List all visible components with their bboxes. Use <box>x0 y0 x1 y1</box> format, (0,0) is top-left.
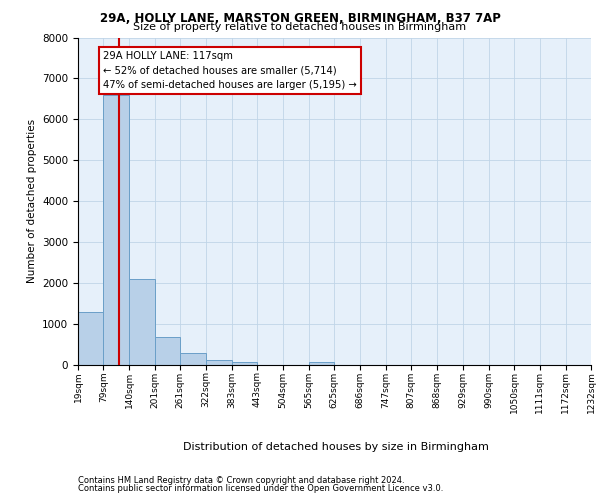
Y-axis label: Number of detached properties: Number of detached properties <box>26 119 37 284</box>
Bar <box>181 352 206 365</box>
Bar <box>155 337 181 365</box>
Text: 29A, HOLLY LANE, MARSTON GREEN, BIRMINGHAM, B37 7AP: 29A, HOLLY LANE, MARSTON GREEN, BIRMINGH… <box>100 12 500 26</box>
Bar <box>103 95 129 365</box>
Bar <box>232 362 257 365</box>
Bar <box>78 312 103 365</box>
Text: 29A HOLLY LANE: 117sqm
← 52% of detached houses are smaller (5,714)
47% of semi-: 29A HOLLY LANE: 117sqm ← 52% of detached… <box>103 50 357 90</box>
Text: Contains HM Land Registry data © Crown copyright and database right 2024.: Contains HM Land Registry data © Crown c… <box>78 476 404 485</box>
Bar <box>129 279 155 365</box>
Text: Size of property relative to detached houses in Birmingham: Size of property relative to detached ho… <box>133 22 467 32</box>
Text: Contains public sector information licensed under the Open Government Licence v3: Contains public sector information licen… <box>78 484 443 493</box>
Text: Distribution of detached houses by size in Birmingham: Distribution of detached houses by size … <box>183 442 489 452</box>
Bar <box>309 362 334 365</box>
Bar <box>206 360 232 365</box>
